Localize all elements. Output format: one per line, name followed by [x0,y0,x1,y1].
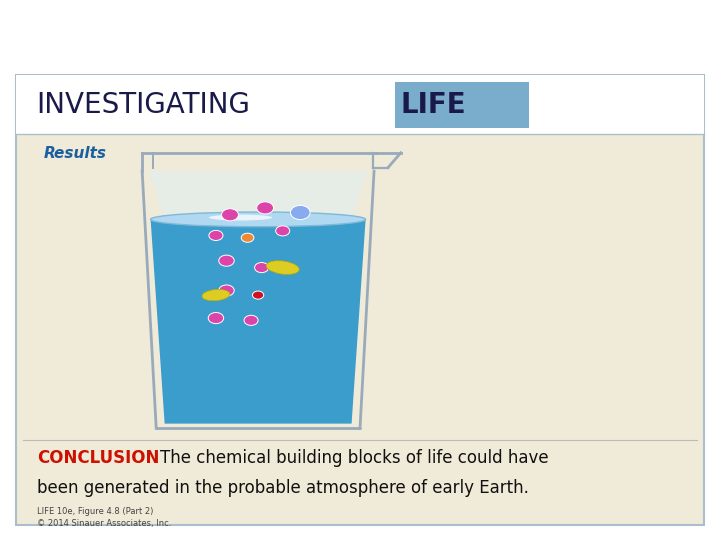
Ellipse shape [266,261,300,274]
Ellipse shape [257,202,274,214]
Text: LIFE: LIFE [401,91,467,119]
Ellipse shape [255,262,269,273]
Ellipse shape [241,233,254,242]
Text: INVESTIGATING: INVESTIGATING [37,91,251,119]
Ellipse shape [222,209,238,221]
Ellipse shape [150,212,366,227]
Ellipse shape [209,231,223,240]
Ellipse shape [244,315,258,326]
FancyBboxPatch shape [16,75,704,134]
Ellipse shape [202,289,230,301]
Text: CONCLUSION: CONCLUSION [37,449,159,467]
Ellipse shape [276,226,289,236]
Text: © 2014 Sinauer Associates, Inc.: © 2014 Sinauer Associates, Inc. [37,519,171,528]
FancyBboxPatch shape [16,75,704,525]
Polygon shape [150,219,366,423]
Ellipse shape [253,291,264,299]
Ellipse shape [290,205,310,220]
Text: The chemical building blocks of life could have: The chemical building blocks of life cou… [160,449,549,467]
Text: Results: Results [44,146,107,161]
Text: LIFE 10e, Figure 4.8 (Part 2): LIFE 10e, Figure 4.8 (Part 2) [37,507,153,516]
FancyBboxPatch shape [395,82,528,127]
Ellipse shape [208,313,224,323]
Text: been generated in the probable atmosphere of early Earth.: been generated in the probable atmospher… [37,478,528,497]
Ellipse shape [209,214,272,220]
Text: Figure 4.8  Miller and Urey Synthesized Prebiotic Molecules in an Experimental A: Figure 4.8 Miller and Urey Synthesized P… [9,16,680,46]
Ellipse shape [219,285,234,296]
Ellipse shape [219,255,234,266]
Polygon shape [149,171,367,219]
